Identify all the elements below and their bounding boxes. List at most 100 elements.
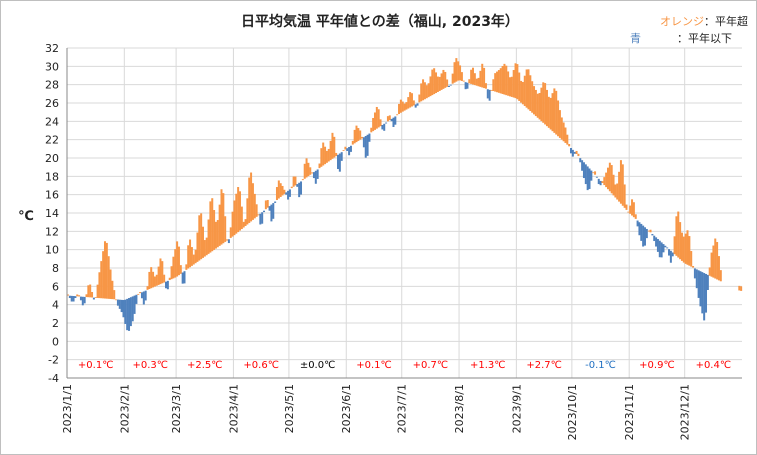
x-tick-label: 2023/12/1: [679, 384, 692, 440]
daily-anomaly-bar: [420, 83, 423, 102]
daily-anomaly-bar: [668, 249, 671, 256]
daily-anomaly-bar: [477, 77, 480, 87]
daily-anomaly-bar: [375, 106, 378, 129]
daily-anomaly-bar: [337, 154, 339, 170]
daily-anomaly-bar: [288, 189, 291, 197]
daily-anomaly-bar: [399, 99, 402, 113]
daily-anomaly-bar: [518, 72, 521, 101]
daily-anomaly-bar: [619, 160, 622, 204]
daily-anomaly-bar: [233, 200, 236, 236]
daily-anomaly-bar: [146, 286, 149, 290]
daily-anomaly-bar: [701, 272, 704, 314]
daily-anomaly-bar: [499, 68, 502, 94]
daily-anomaly-bar: [705, 273, 708, 313]
daily-anomaly-bar: [651, 234, 654, 236]
daily-anomaly-bar: [658, 240, 661, 258]
y-tick-label: 32: [45, 42, 59, 55]
daily-anomaly-bar: [287, 190, 290, 200]
y-tick-label: -2: [48, 354, 59, 367]
daily-anomaly-bar: [133, 295, 136, 314]
daily-anomaly-bar: [120, 299, 123, 313]
daily-anomaly-bar: [194, 249, 197, 264]
daily-anomaly-bar: [523, 75, 526, 106]
daily-anomaly-bar: [253, 193, 256, 219]
daily-anomaly-bar: [185, 264, 188, 270]
daily-anomaly-bar: [72, 296, 75, 302]
daily-anomaly-bar: [686, 230, 689, 265]
daily-anomaly-bar: [348, 147, 351, 156]
monthly-anomaly-label: +0.4℃: [696, 360, 732, 371]
daily-anomaly-bar: [346, 148, 349, 151]
daily-anomaly-bar: [70, 295, 73, 302]
daily-anomaly-bar: [122, 300, 125, 318]
y-tick-label: 8: [52, 262, 59, 275]
x-tick-label: 2023/8/1: [453, 384, 466, 433]
daily-anomaly-bar: [92, 297, 95, 300]
daily-anomaly-bar: [165, 281, 168, 289]
daily-anomaly-bar: [636, 220, 639, 227]
daily-anomaly-bar: [684, 233, 687, 264]
daily-anomaly-bar: [425, 85, 428, 99]
daily-anomaly-bar: [697, 270, 700, 298]
daily-anomaly-bar: [370, 127, 373, 133]
daily-anomaly-bar: [422, 79, 425, 101]
daily-anomaly-bar: [338, 153, 341, 172]
daily-anomaly-bar: [612, 174, 615, 196]
y-tick-label: 2: [52, 317, 59, 330]
daily-anomaly-bar: [412, 100, 415, 106]
daily-anomaly-bar: [621, 164, 624, 206]
daily-anomaly-bar: [349, 145, 352, 152]
daily-anomaly-bar: [473, 73, 476, 86]
daily-anomaly-bar: [614, 184, 617, 198]
daily-anomaly-bar: [100, 261, 103, 299]
daily-anomaly-bar: [181, 272, 184, 284]
y-tick-label: 20: [45, 152, 59, 165]
daily-anomaly-bar: [263, 210, 266, 213]
daily-anomaly-bar: [501, 66, 504, 94]
daily-anomaly-bar: [264, 200, 267, 210]
daily-anomaly-bar: [155, 274, 158, 286]
daily-anomaly-bar: [545, 89, 548, 127]
daily-anomaly-bar: [183, 271, 186, 284]
daily-anomaly-bar: [259, 213, 262, 225]
daily-anomaly-bar: [505, 65, 508, 96]
daily-anomaly-bar: [710, 252, 713, 277]
daily-anomaly-bar: [447, 85, 450, 87]
daily-anomaly-bar: [115, 299, 118, 301]
daily-anomaly-bar: [527, 69, 530, 110]
daily-anomaly-bar: [632, 202, 635, 218]
daily-anomaly-bar: [309, 167, 312, 175]
x-tick-label: 2023/1/1: [61, 384, 74, 433]
daily-anomaly-bar: [481, 63, 484, 88]
daily-anomaly-bar: [200, 213, 203, 260]
daily-anomaly-bar: [148, 271, 151, 290]
legend: オレンジ：平年超 青 ：平年以下: [630, 14, 748, 45]
daily-anomaly-bar: [124, 299, 127, 324]
daily-anomaly-bar: [566, 134, 569, 145]
daily-anomaly-bar: [246, 198, 249, 225]
daily-anomaly-bar: [270, 204, 273, 222]
daily-anomaly-bar: [401, 101, 404, 112]
daily-anomaly-bar: [344, 146, 347, 150]
daily-anomaly-bar: [492, 79, 495, 92]
daily-anomaly-bar: [403, 103, 406, 111]
x-tick-label: 2023/9/1: [510, 384, 523, 433]
daily-anomaly-bar: [462, 80, 465, 82]
daily-anomaly-bar: [187, 245, 190, 269]
daily-anomaly-bar: [274, 201, 277, 203]
daily-anomaly-bar: [368, 133, 371, 142]
daily-anomaly-bar: [242, 221, 245, 228]
daily-anomaly-bar: [279, 183, 282, 197]
daily-anomaly-bar: [237, 187, 240, 233]
daily-anomaly-bar: [335, 152, 338, 157]
daily-anomaly-bar: [275, 187, 278, 201]
daily-anomaly-bar: [625, 204, 628, 210]
daily-anomaly-bar: [738, 285, 741, 291]
daily-anomaly-bar: [305, 158, 308, 178]
daily-anomaly-bar: [664, 245, 667, 248]
daily-anomaly-bar: [525, 69, 528, 108]
daily-anomaly-bar: [107, 256, 110, 299]
daily-anomaly-bar: [666, 247, 669, 249]
x-tick-label: 2023/4/1: [227, 384, 240, 433]
